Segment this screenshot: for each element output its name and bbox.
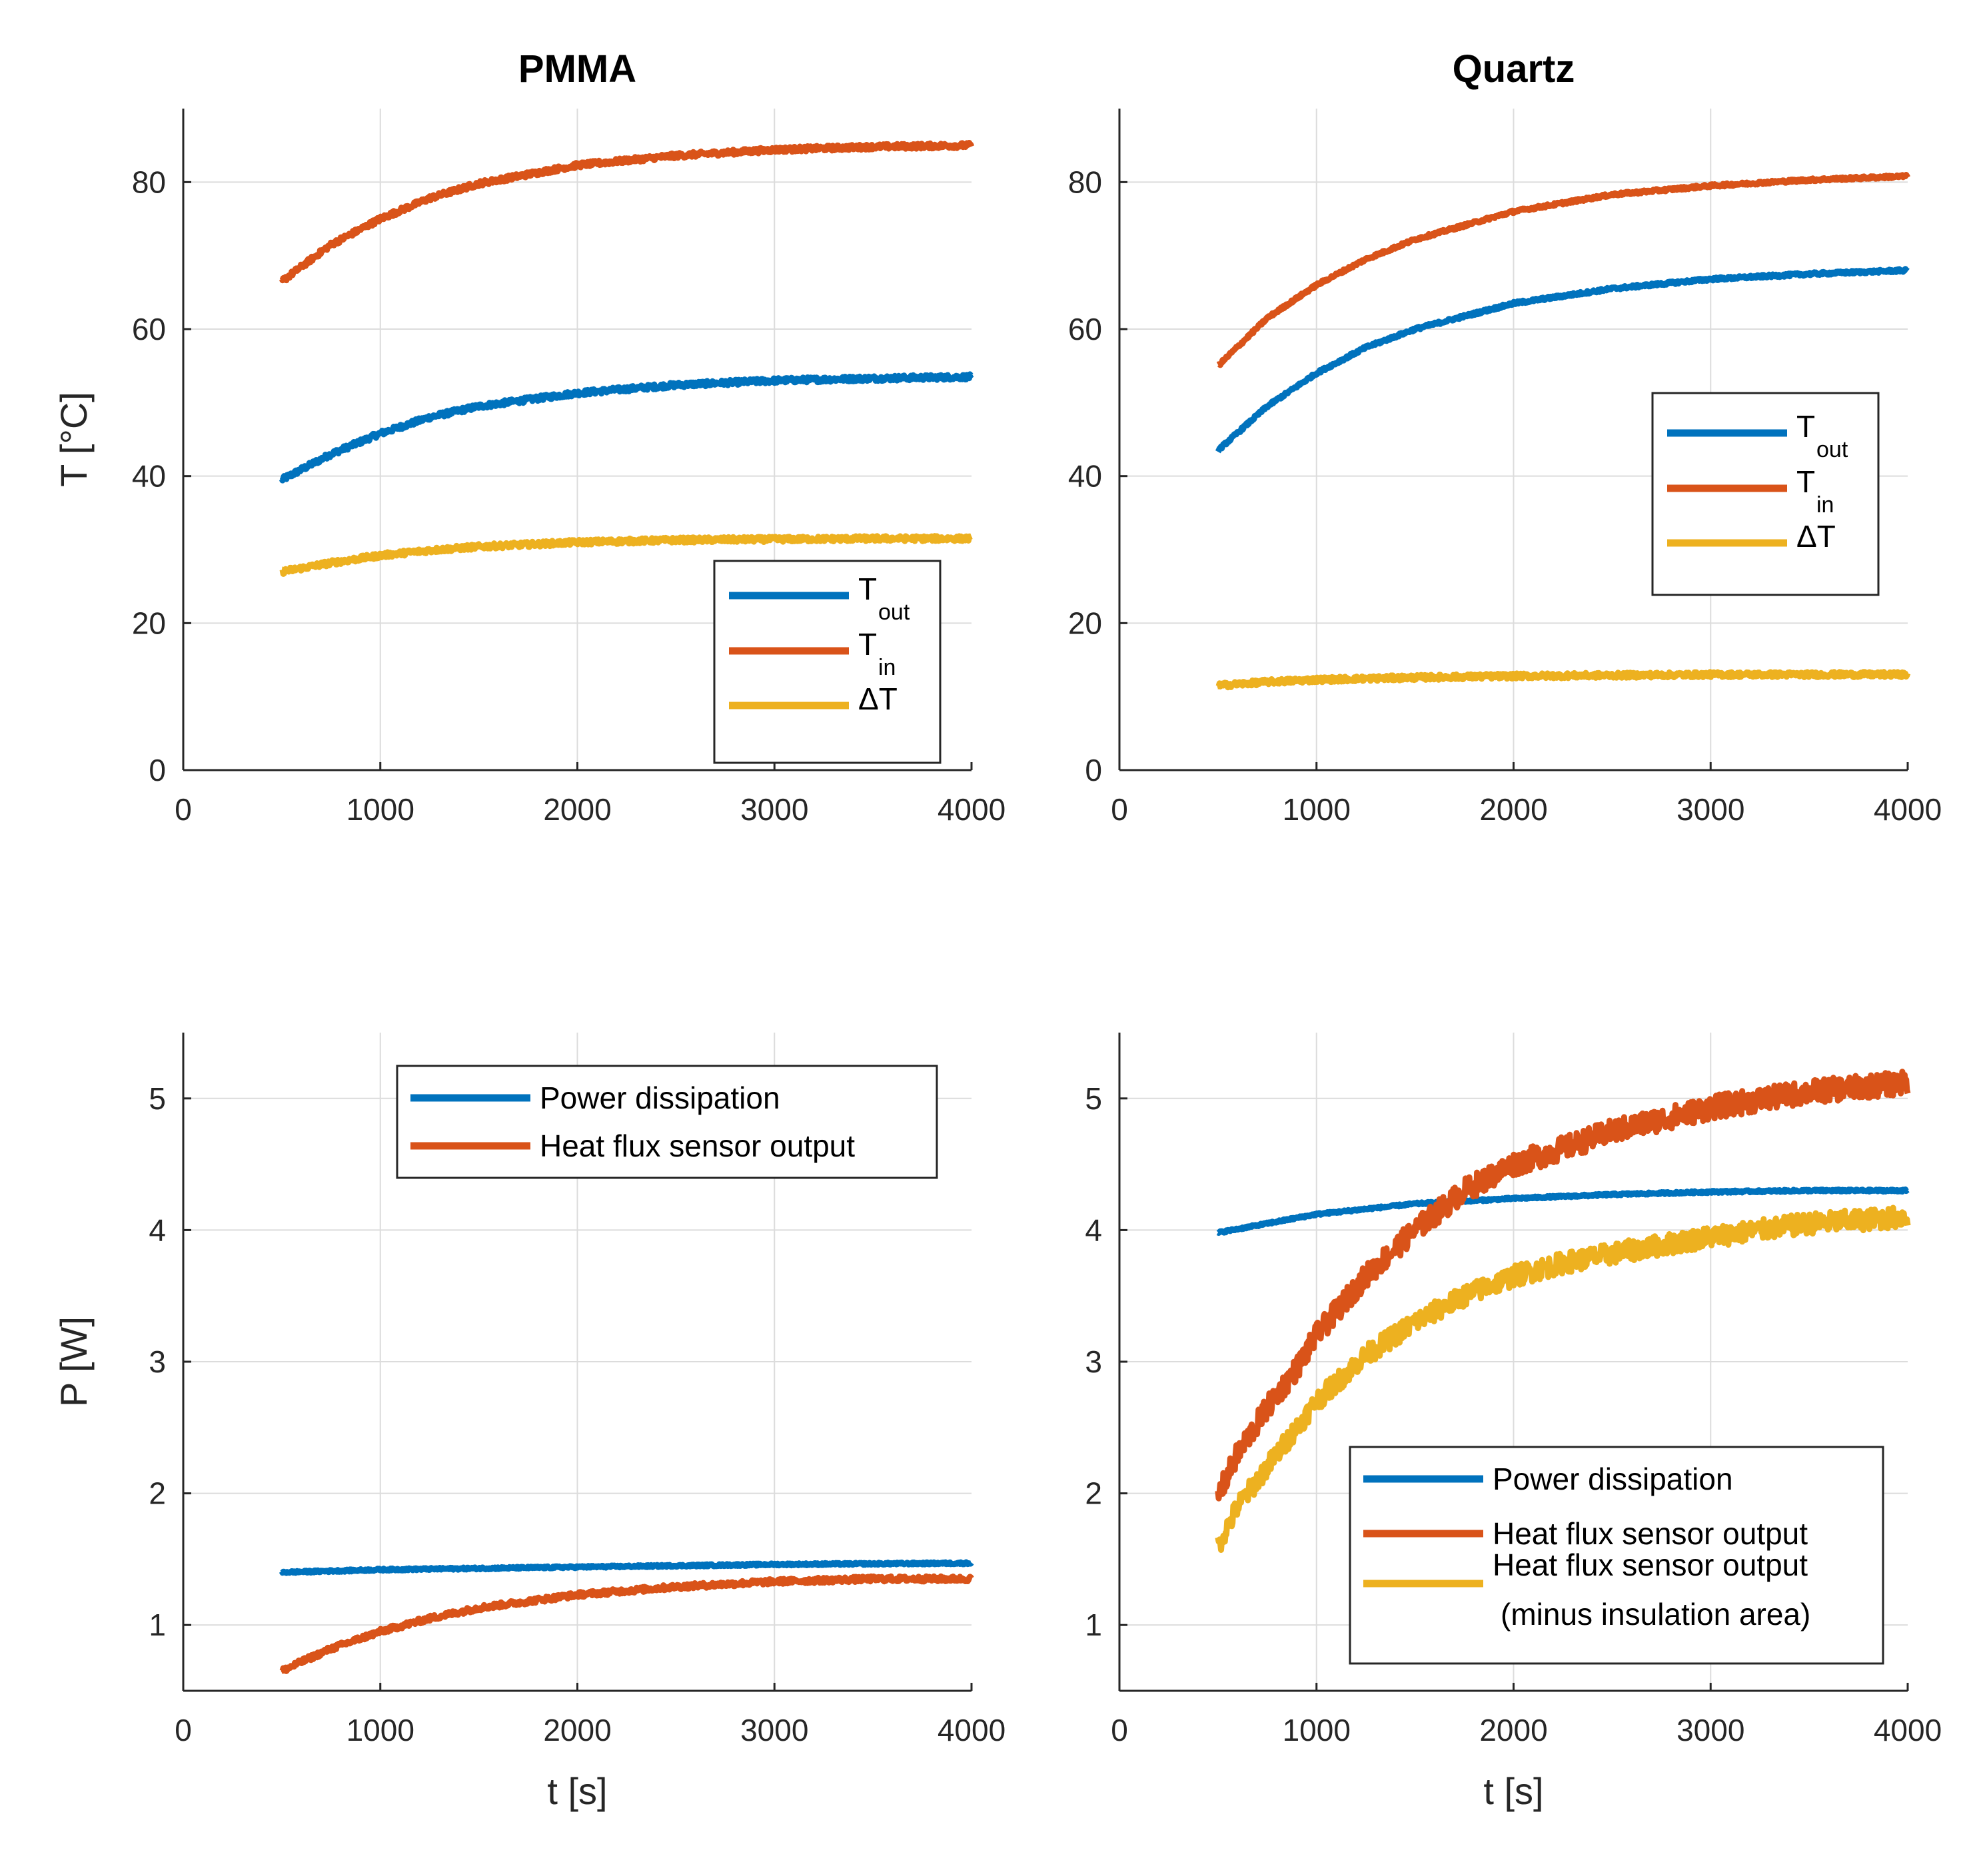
y-tick-label: 80 — [1068, 165, 1102, 199]
series-line — [1215, 1186, 1910, 1236]
legend-subscript: out — [878, 600, 910, 625]
y-axis-label: P [W] — [53, 1316, 95, 1407]
y-tick-label: 5 — [149, 1081, 166, 1116]
x-tick-label: 3000 — [740, 1713, 808, 1747]
series-line — [1215, 266, 1910, 454]
legend-subscript: out — [1816, 437, 1848, 462]
legend-label: T — [858, 627, 877, 662]
x-tick-label: 3000 — [740, 792, 808, 827]
x-tick-label: 4000 — [1874, 792, 1942, 827]
legend-label: T — [1796, 409, 1815, 444]
legend-label: Heat flux sensor output — [540, 1129, 855, 1163]
x-axis-label: t [s] — [1483, 1770, 1543, 1812]
series-line — [279, 1559, 974, 1576]
legend-box — [1349, 1446, 1884, 1665]
y-axis-label: T [°C] — [53, 392, 95, 487]
legend-label: T — [858, 572, 877, 606]
legend-box — [396, 1065, 938, 1179]
legend-label: Heat flux sensor output — [1493, 1516, 1808, 1551]
x-tick-label: 3000 — [1676, 1713, 1744, 1747]
x-tick-label: 2000 — [543, 1713, 611, 1747]
y-tick-label: 60 — [1068, 312, 1102, 346]
series-line — [1215, 669, 1911, 691]
x-tick-label: 0 — [175, 792, 192, 827]
y-tick-label: 1 — [1085, 1608, 1102, 1642]
x-tick-label: 3000 — [1676, 792, 1744, 827]
legend-label: Power dissipation — [1493, 1462, 1733, 1496]
legend: Power dissipation Heat flux sensor output… — [1349, 1446, 1884, 1665]
panel-pmma_power: 0 1000 2000 3000 4000 1 2 3 4 5 t [s] P [W] Power di… — [53, 1033, 1005, 1812]
series-line — [1215, 172, 1910, 368]
x-tick-label: 0 — [1111, 1713, 1128, 1747]
x-tick-label: 0 — [175, 1713, 192, 1747]
x-tick-label: 2000 — [1479, 1713, 1547, 1747]
legend-subscript: in — [1816, 492, 1834, 518]
y-tick-label: 40 — [132, 459, 166, 494]
y-tick-label: 20 — [1068, 606, 1102, 640]
legend: Power dissipation Heat flux sensor output — [396, 1065, 938, 1179]
legend-label: ΔT — [1796, 519, 1836, 554]
y-tick-label: 0 — [149, 753, 166, 787]
y-tick-label: 4 — [149, 1212, 166, 1247]
series-line — [279, 140, 975, 284]
series-line — [1215, 1204, 1911, 1553]
x-tick-label: 1000 — [346, 792, 414, 827]
panel-quartz_power: 0 1000 2000 3000 4000 1 2 3 4 5 t [s] Power dissipa… — [1085, 1033, 1942, 1812]
y-tick-label: 2 — [1085, 1476, 1102, 1511]
x-tick-label: 2000 — [543, 792, 611, 827]
legend-label: ΔT — [858, 682, 898, 716]
x-tick-label: 2000 — [1479, 792, 1547, 827]
panel-quartz_temp: 0 1000 2000 3000 4000 0 20 40 60 80 Quartz ToutTinΔ… — [1068, 47, 1942, 827]
x-axis-label: t [s] — [547, 1770, 607, 1812]
y-tick-label: 0 — [1085, 753, 1102, 787]
y-tick-label: 2 — [149, 1476, 166, 1511]
y-tick-label: 80 — [132, 165, 166, 199]
x-tick-label: 4000 — [938, 792, 1005, 827]
x-tick-label: 1000 — [1283, 1713, 1351, 1747]
x-tick-label: 4000 — [1874, 1713, 1942, 1747]
series-line — [279, 533, 974, 577]
x-tick-label: 4000 — [938, 1713, 1005, 1747]
y-tick-label: 20 — [132, 606, 166, 640]
legend-box — [1651, 392, 1880, 596]
legend-label: T — [1796, 464, 1815, 499]
series-line — [1215, 1069, 1911, 1502]
panel-pmma_temp: 0 1000 2000 3000 4000 0 20 40 60 80 PMMA T [°C] Tout… — [53, 47, 1005, 827]
y-tick-label: 60 — [132, 312, 166, 346]
y-tick-label: 4 — [1085, 1212, 1102, 1247]
x-tick-label: 1000 — [346, 1713, 414, 1747]
y-tick-label: 5 — [1085, 1081, 1102, 1116]
y-tick-label: 3 — [149, 1344, 166, 1379]
legend-box — [713, 560, 942, 764]
legend-label-line2: (minus insulation area) — [1501, 1597, 1810, 1632]
y-tick-label: 1 — [149, 1608, 166, 1642]
x-tick-label: 0 — [1111, 792, 1128, 827]
x-tick-label: 1000 — [1283, 792, 1351, 827]
panel-title: Quartz — [1453, 47, 1575, 91]
y-tick-label: 40 — [1068, 459, 1102, 494]
legend-subscript: in — [878, 655, 896, 680]
y-tick-label: 3 — [1085, 1344, 1102, 1379]
legend-label: Heat flux sensor output — [1493, 1548, 1808, 1582]
series-line — [279, 371, 974, 484]
legend-label: Power dissipation — [540, 1081, 780, 1115]
series-line — [279, 1573, 974, 1674]
panel-title: PMMA — [518, 47, 636, 91]
